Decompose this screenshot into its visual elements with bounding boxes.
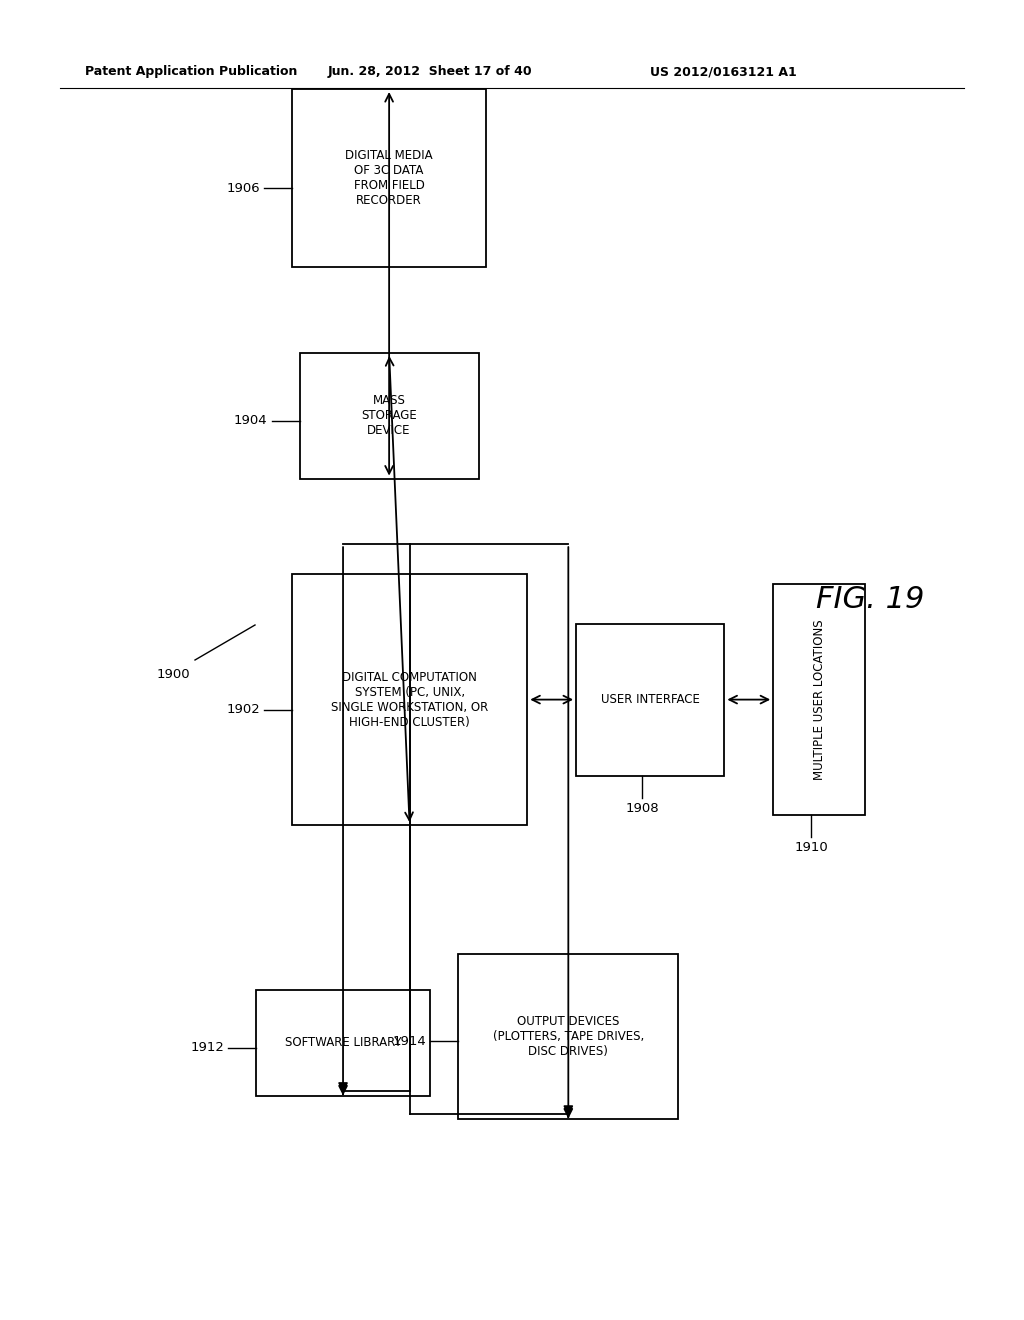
Text: 1902: 1902 (226, 704, 260, 715)
Text: 1900: 1900 (157, 668, 190, 681)
Text: US 2012/0163121 A1: US 2012/0163121 A1 (650, 66, 797, 78)
Text: DIGITAL COMPUTATION
SYSTEM (PC, UNIX,
SINGLE WORKSTATION, OR
HIGH-END CLUSTER): DIGITAL COMPUTATION SYSTEM (PC, UNIX, SI… (331, 671, 488, 729)
Text: 1910: 1910 (795, 841, 828, 854)
Text: 1906: 1906 (226, 182, 260, 195)
Text: Patent Application Publication: Patent Application Publication (85, 66, 297, 78)
Text: 1904: 1904 (233, 414, 267, 428)
Bar (773, 583, 865, 814)
Bar (256, 990, 430, 1096)
Text: DIGITAL MEDIA
OF 3C DATA
FROM FIELD
RECORDER: DIGITAL MEDIA OF 3C DATA FROM FIELD RECO… (345, 149, 433, 207)
Text: 1914: 1914 (392, 1035, 426, 1048)
Text: FIG. 19: FIG. 19 (816, 586, 925, 615)
Bar (292, 574, 527, 825)
Text: Jun. 28, 2012  Sheet 17 of 40: Jun. 28, 2012 Sheet 17 of 40 (328, 66, 532, 78)
Text: MULTIPLE USER LOCATIONS: MULTIPLE USER LOCATIONS (813, 619, 825, 780)
Bar (459, 953, 679, 1119)
Text: MASS
STORAGE
DEVICE: MASS STORAGE DEVICE (361, 395, 417, 437)
Text: OUTPUT DEVICES
(PLOTTERS, TAPE DRIVES,
DISC DRIVES): OUTPUT DEVICES (PLOTTERS, TAPE DRIVES, D… (493, 1015, 644, 1057)
Bar (292, 88, 486, 267)
Text: USER INTERFACE: USER INTERFACE (601, 693, 699, 706)
Text: 1908: 1908 (626, 801, 659, 814)
Text: 1912: 1912 (190, 1041, 224, 1055)
Text: SOFTWARE LIBRARY: SOFTWARE LIBRARY (285, 1036, 401, 1049)
Bar (299, 354, 478, 479)
Bar (575, 624, 725, 776)
